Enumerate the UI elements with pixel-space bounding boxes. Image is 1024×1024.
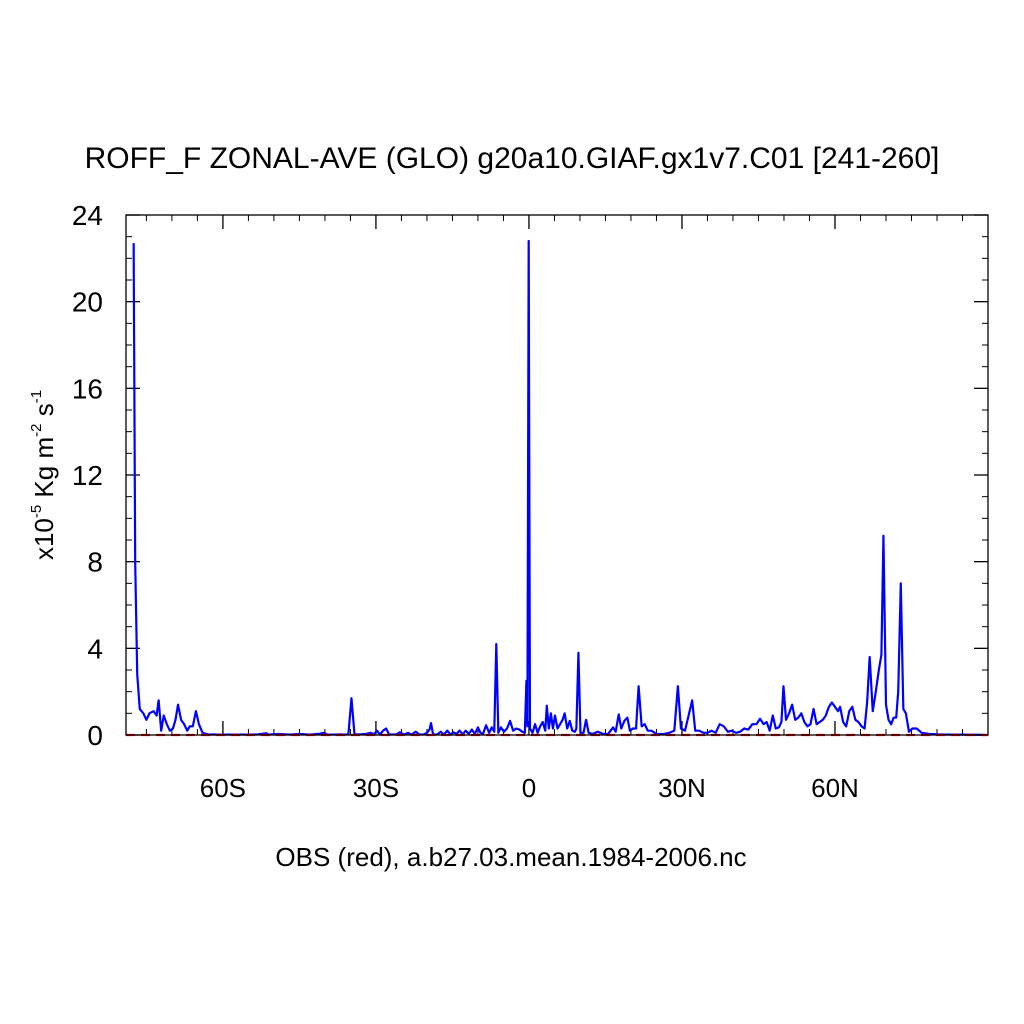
x-axis-label: OBS (red), a.b27.03.mean.1984-2006.nc bbox=[275, 842, 747, 872]
plot-frame bbox=[125, 214, 989, 736]
y-tick-label: 20 bbox=[72, 287, 103, 318]
x-tick-label: 30S bbox=[353, 773, 399, 803]
x-tick-label: 0 bbox=[522, 773, 536, 803]
y-tick-label: 8 bbox=[87, 547, 103, 578]
model-series-line bbox=[132, 239, 986, 737]
y-tick-label: 24 bbox=[72, 200, 103, 231]
y-tick-label: 4 bbox=[87, 633, 103, 664]
x-tick-label: 30N bbox=[658, 773, 706, 803]
chart-title: ROFF_F ZONAL-AVE (GLO) g20a10.GIAF.gx1v7… bbox=[84, 142, 940, 175]
ticks-layer: 60S 30S 0 30N 60N 0 4 8 12 16 20 24 bbox=[72, 200, 989, 803]
y-tick-label: 16 bbox=[72, 373, 103, 404]
x-tick-label: 60S bbox=[200, 773, 246, 803]
y-tick-label: 0 bbox=[87, 720, 103, 751]
y-tick-label: 12 bbox=[72, 460, 103, 491]
series-layer bbox=[126, 239, 988, 737]
x-tick-label: 60N bbox=[811, 773, 859, 803]
